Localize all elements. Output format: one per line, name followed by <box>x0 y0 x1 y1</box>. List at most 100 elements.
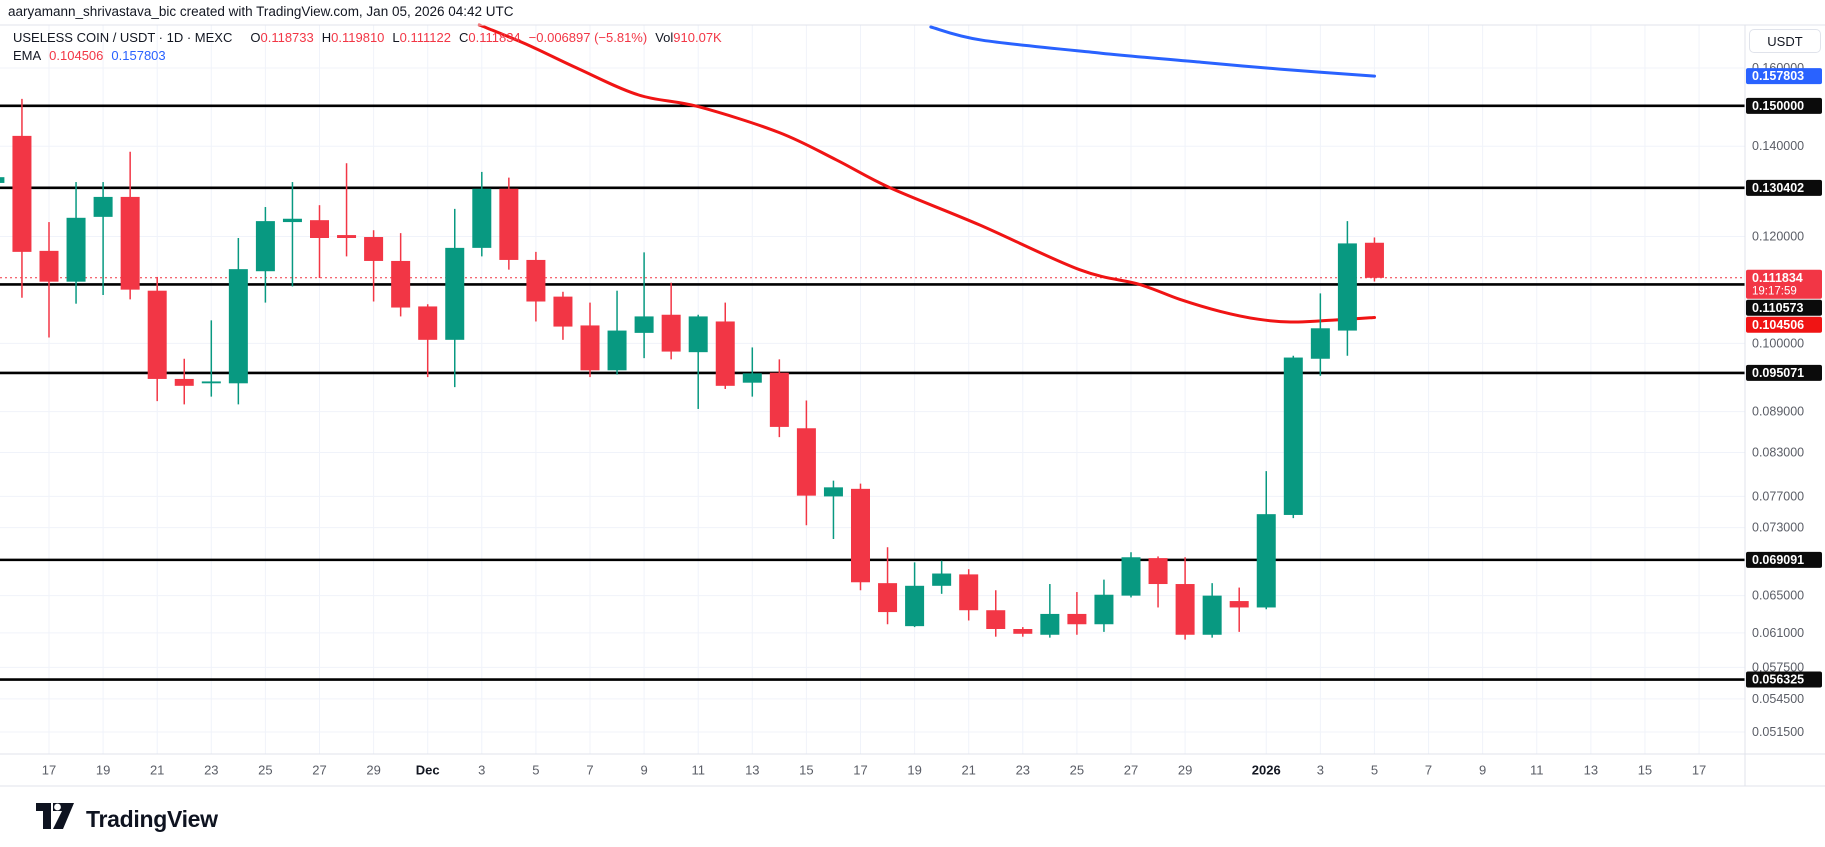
candle-body <box>391 260 411 308</box>
candle-body <box>1202 595 1222 635</box>
price-axis-label: 0.073000 <box>1752 521 1804 535</box>
time-axis-label: 19 <box>907 763 921 778</box>
candle <box>1229 587 1249 632</box>
candle <box>337 163 357 257</box>
time-axis-label: 2026 <box>1252 763 1281 778</box>
candle <box>715 302 735 389</box>
time-axis-label: 27 <box>1124 763 1138 778</box>
candle-body <box>418 306 438 340</box>
candle-body <box>959 574 979 611</box>
candle <box>12 98 32 298</box>
price-badge-value: 0.157803 <box>1752 69 1804 83</box>
candle-body <box>932 573 952 586</box>
price-badge-value: 0.111834 <box>1752 271 1803 285</box>
time-axis-label: 5 <box>532 763 539 778</box>
candle-body <box>769 372 789 427</box>
price-level-lines[interactable] <box>0 104 1745 681</box>
candle <box>472 171 492 257</box>
price-axis[interactable]: 0.1600000.1400000.1200000.1000000.089000… <box>1752 61 1804 739</box>
candle <box>851 483 870 591</box>
time-axis-label: 17 <box>1692 763 1706 778</box>
time-axis-label: 9 <box>1479 763 1486 778</box>
price-badge-value: 0.150000 <box>1752 99 1804 113</box>
ema-fast-value: 0.104506 <box>49 48 104 63</box>
low-label: L <box>392 30 400 45</box>
time-axis-label: 29 <box>1178 763 1192 778</box>
candle <box>1202 583 1222 638</box>
candle-body <box>228 269 248 384</box>
time-axis-label: 19 <box>96 763 110 778</box>
candle <box>661 282 681 360</box>
candle-body <box>634 316 654 333</box>
close-label: C <box>458 30 469 45</box>
candle-body <box>1013 629 1033 634</box>
ema-slow-line[interactable] <box>929 25 1376 78</box>
candle <box>688 314 708 409</box>
candle <box>769 359 789 438</box>
price-axis-label: 0.140000 <box>1752 139 1804 153</box>
candle <box>580 302 600 378</box>
candle-body <box>526 259 546 302</box>
candle <box>120 151 140 300</box>
grid-lines <box>0 25 1745 754</box>
candle <box>418 304 438 378</box>
price-axis-label: 0.054500 <box>1752 692 1804 706</box>
candle-body <box>796 428 816 496</box>
candle-body <box>851 488 870 583</box>
time-axis-label: 3 <box>478 763 485 778</box>
time-axis-label: 11 <box>1530 763 1544 778</box>
candle-body <box>337 235 357 239</box>
candles-series <box>0 98 1384 640</box>
candle-body <box>1067 613 1087 625</box>
symbol-title[interactable]: USELESS COIN / USDT · 1D · MEXC <box>13 30 233 45</box>
legend-ema-row[interactable]: EMA 0.104506 0.157803 <box>13 47 722 65</box>
candle <box>228 238 248 405</box>
candle-body <box>66 217 86 282</box>
tradingview-logo[interactable]: TradingView <box>36 802 218 837</box>
price-axis-label: 0.120000 <box>1752 230 1804 244</box>
candle-body <box>1148 558 1168 585</box>
ema-fast-line[interactable] <box>477 23 1376 324</box>
price-axis-label: 0.061000 <box>1752 626 1804 640</box>
candle-body <box>282 218 302 223</box>
time-axis-label: 27 <box>312 763 326 778</box>
time-axis[interactable]: 17 19 21 23 25 27 29 Dec 3 5 7 9 11 13 15 17 19 21 23 25 27 2… <box>42 763 1707 778</box>
candle <box>1040 584 1060 638</box>
time-axis-label: 25 <box>1070 763 1084 778</box>
candle <box>1067 592 1087 635</box>
price-axis-badges: 0.157803 0.150000 0.130402 0.11183419:17:59… <box>1746 68 1822 688</box>
pane-borders <box>0 24 1825 787</box>
candle <box>255 207 275 303</box>
candle-body <box>905 585 925 627</box>
candle <box>932 560 952 594</box>
change-value: −0.006897 (−5.81%) <box>528 30 648 45</box>
candle-body <box>1310 328 1330 359</box>
candle-body <box>1094 594 1114 625</box>
candle <box>796 400 816 526</box>
open-label: O <box>250 30 261 45</box>
candle <box>66 182 86 304</box>
candle-body <box>310 220 329 239</box>
price-badge <box>1746 364 1822 381</box>
candle-body <box>688 316 708 353</box>
currency-unit-button[interactable]: USDT <box>1749 29 1821 53</box>
candle <box>634 252 654 359</box>
candle-body <box>364 237 384 261</box>
chart-legend: USELESS COIN / USDT · 1D · MEXC O0.118733… <box>13 29 722 65</box>
legend-symbol-row[interactable]: USELESS COIN / USDT · 1D · MEXC O0.118733… <box>13 29 722 47</box>
candle-body <box>1121 557 1141 596</box>
candle <box>1283 355 1303 519</box>
candle <box>1175 557 1195 640</box>
candle <box>1094 579 1114 632</box>
price-axis-label: 0.065000 <box>1752 589 1804 603</box>
candle-body <box>553 296 573 327</box>
candle <box>310 205 329 278</box>
candle <box>174 358 194 405</box>
time-axis-label: 17 <box>42 763 56 778</box>
candle-body <box>607 330 627 371</box>
volume-value: 910.07K <box>673 30 722 45</box>
ema-label: EMA <box>13 48 42 63</box>
candle-body <box>445 247 465 340</box>
candle <box>1256 471 1276 610</box>
